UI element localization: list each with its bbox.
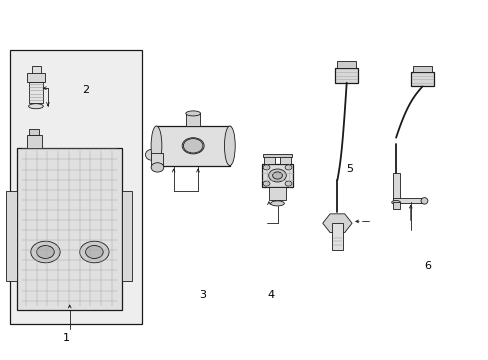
Circle shape bbox=[268, 169, 286, 182]
Circle shape bbox=[80, 241, 109, 263]
Ellipse shape bbox=[270, 201, 284, 206]
Bar bbox=[392, 198, 424, 203]
Circle shape bbox=[272, 172, 282, 179]
Ellipse shape bbox=[151, 126, 162, 166]
Circle shape bbox=[151, 163, 163, 172]
Bar bbox=[392, 202, 399, 209]
Circle shape bbox=[263, 165, 269, 170]
Bar bbox=[410, 72, 433, 86]
Circle shape bbox=[31, 241, 60, 263]
Bar bbox=[261, 164, 293, 187]
Bar bbox=[10, 50, 142, 324]
Bar bbox=[27, 135, 41, 148]
Ellipse shape bbox=[391, 201, 400, 204]
Ellipse shape bbox=[420, 198, 427, 204]
Bar bbox=[268, 187, 285, 200]
Bar bbox=[392, 173, 399, 202]
Circle shape bbox=[285, 165, 291, 170]
Text: 3: 3 bbox=[199, 290, 206, 300]
Bar bbox=[156, 126, 229, 166]
Bar bbox=[331, 223, 342, 250]
Bar bbox=[6, 191, 17, 281]
Ellipse shape bbox=[28, 104, 43, 109]
Circle shape bbox=[183, 139, 203, 153]
Circle shape bbox=[37, 246, 54, 258]
Text: 5: 5 bbox=[346, 164, 352, 174]
Ellipse shape bbox=[224, 126, 235, 166]
Circle shape bbox=[85, 246, 103, 258]
Text: 6: 6 bbox=[424, 261, 430, 271]
Text: 1: 1 bbox=[62, 333, 69, 343]
Bar bbox=[334, 68, 358, 83]
Circle shape bbox=[263, 181, 269, 186]
Bar bbox=[150, 153, 163, 167]
Bar bbox=[264, 156, 274, 164]
Bar bbox=[122, 191, 132, 281]
Bar bbox=[263, 154, 291, 157]
Bar bbox=[185, 113, 200, 126]
Bar bbox=[27, 73, 45, 82]
Ellipse shape bbox=[185, 111, 200, 116]
Bar bbox=[17, 148, 122, 310]
Bar bbox=[32, 66, 41, 74]
Text: 4: 4 bbox=[267, 290, 274, 300]
Bar bbox=[280, 156, 290, 164]
Bar bbox=[29, 129, 39, 135]
Bar bbox=[337, 61, 355, 68]
Ellipse shape bbox=[145, 149, 157, 160]
Text: 2: 2 bbox=[82, 85, 89, 95]
Bar bbox=[29, 82, 42, 103]
Bar bbox=[412, 66, 431, 72]
Ellipse shape bbox=[182, 138, 204, 154]
Circle shape bbox=[285, 181, 291, 186]
